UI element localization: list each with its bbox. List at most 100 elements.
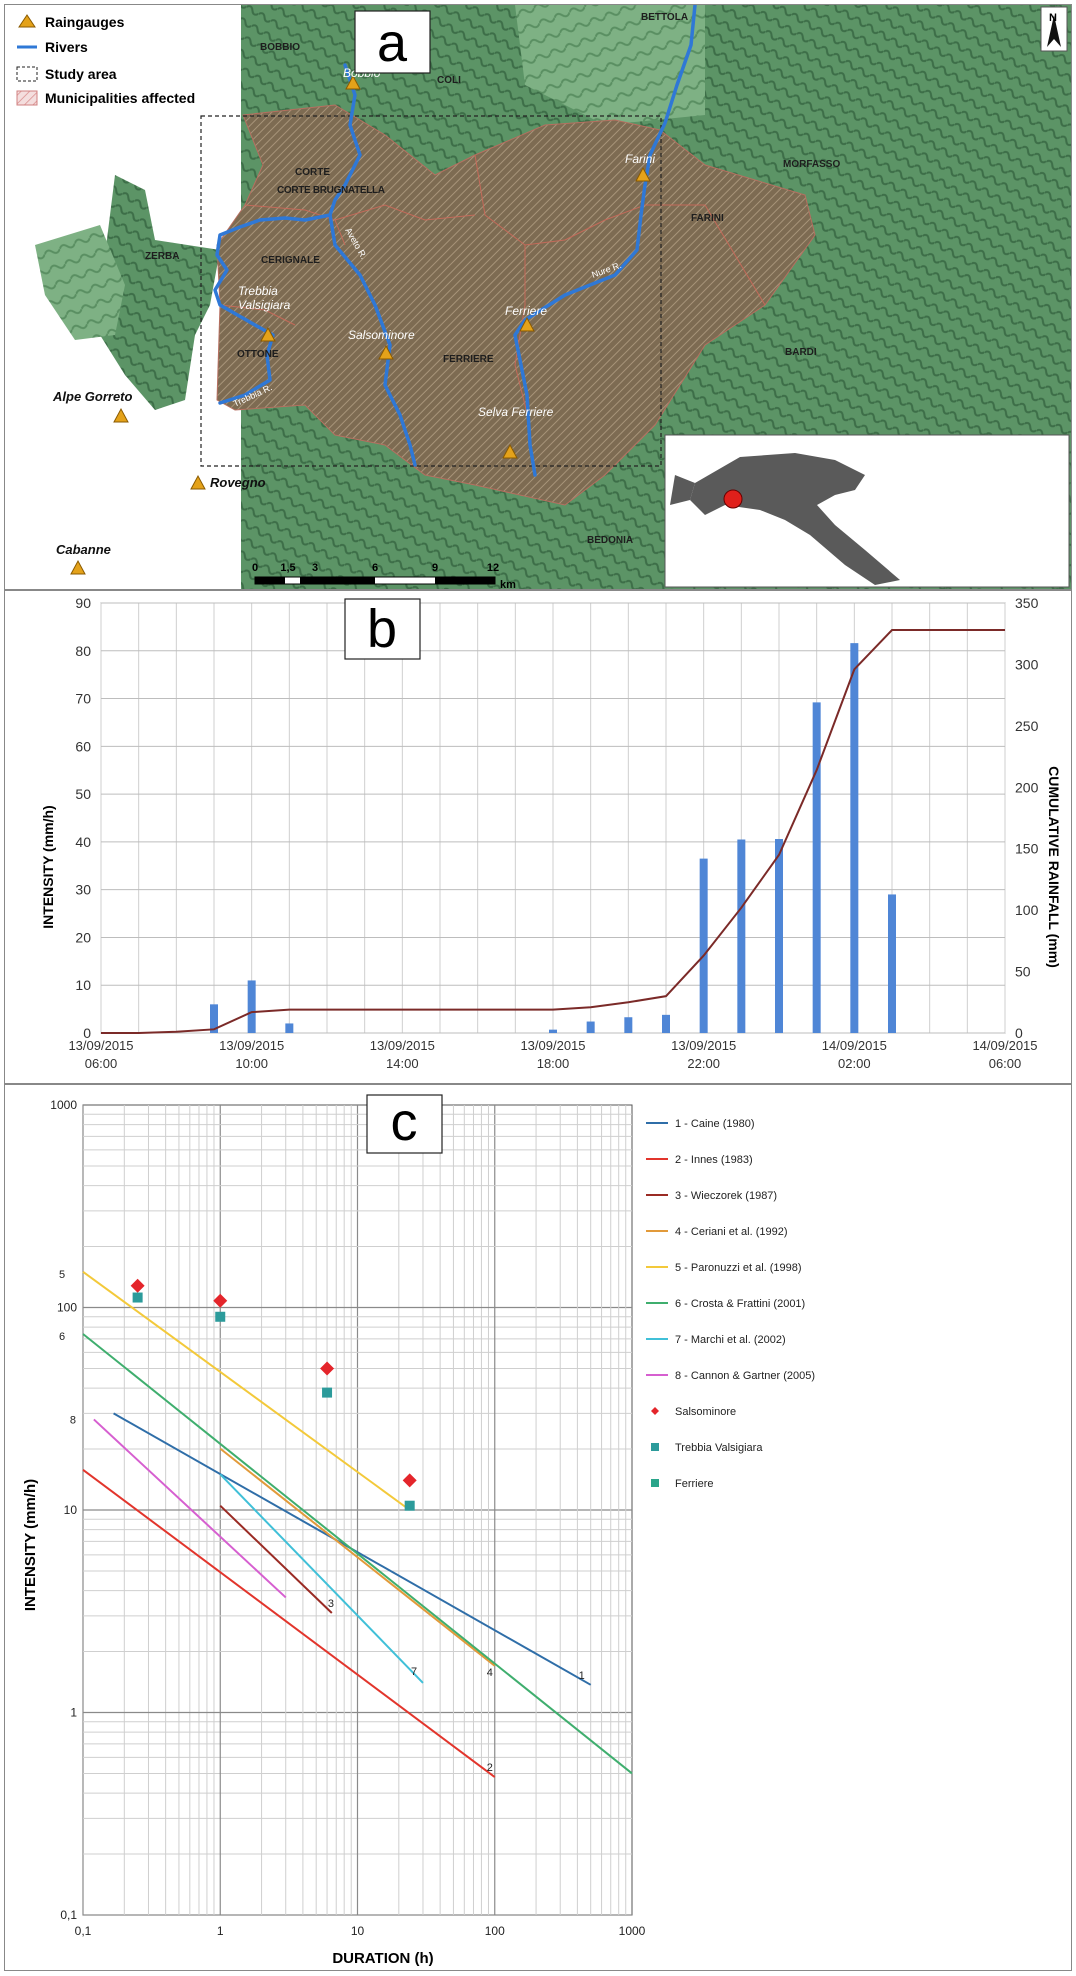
chart-c-points <box>130 1278 417 1511</box>
chart-b-ytick-left: 30 <box>75 882 91 898</box>
threshold-line <box>93 1418 287 1599</box>
threshold-line <box>82 1271 411 1511</box>
legend-entry: 1 - Caine (1980) <box>675 1118 755 1130</box>
panel-letter-a: a <box>377 13 408 73</box>
raingauge-label: Valsigiara <box>238 298 291 312</box>
chart-c-ytick: 0,1 <box>60 1908 77 1922</box>
chart-b-xtick-date: 13/09/2015 <box>219 1038 284 1053</box>
chart-b-xtick-time: 06:00 <box>85 1056 118 1071</box>
map-panel: Aveto R. Nure R. Trebbia R. BOBBIO COLI … <box>4 4 1072 590</box>
chart-b-xtick-time: 10:00 <box>235 1056 268 1071</box>
chart-b-ytick-right: 0 <box>1015 1025 1023 1041</box>
chart-c-xtick: 1 <box>217 1924 224 1938</box>
trebbia-valsigiara-point <box>404 1500 415 1511</box>
municipality-coli: COLI <box>437 75 461 86</box>
scale-tick-1: 1,5 <box>280 562 295 574</box>
legend-entry: Trebbia Valsigiara <box>675 1442 763 1454</box>
chart-c-lines: 1 2 3 4 5 6 7 8 <box>59 1269 633 1778</box>
panel-letter-box-b <box>344 598 421 660</box>
chart-b-ytick-right: 200 <box>1015 779 1039 795</box>
chart-c-ylabel: INTENSITY (mm/h) <box>22 1479 39 1611</box>
trebbia-valsigiara-point <box>132 1292 143 1303</box>
legend-study-area: Study area <box>45 66 117 82</box>
panel-letter-b: b <box>367 599 397 659</box>
municipality-corte-brugnatella: CORTE BRUGNATELLA <box>277 185 385 196</box>
chart-b-ytick-left: 90 <box>75 595 91 611</box>
rivers <box>213 5 697 477</box>
chart-b-ytick-left: 50 <box>75 786 91 802</box>
chart-b-xtick-date: 13/09/2015 <box>370 1038 435 1053</box>
panel-letter-box-c <box>366 1094 443 1154</box>
raingauge-label: Alpe Gorreto <box>52 389 133 404</box>
legend-entry: 5 - Paronuzzi et al. (1998) <box>675 1262 802 1274</box>
intensity-bar <box>699 858 708 1033</box>
relief-light-area <box>515 5 705 125</box>
chart-b-ytick-right: 100 <box>1015 902 1039 918</box>
chart-b-xtick-date: 13/09/2015 <box>520 1038 585 1053</box>
raingauge-label: Ferriere <box>505 304 547 318</box>
salsominore-point <box>402 1473 417 1488</box>
scale-unit: km <box>500 579 516 589</box>
chart-b-xtick-time: 22:00 <box>687 1056 720 1071</box>
threshold-line-label: 3 <box>328 1598 334 1610</box>
municipality-bardi: BARDI <box>785 347 817 358</box>
chart-b-bars <box>210 643 896 1033</box>
north-arrow-icon <box>1047 15 1061 47</box>
legend-raingauge-icon <box>18 14 36 28</box>
intensity-bar <box>285 1023 294 1033</box>
chart-b-xtick-time: 14:00 <box>386 1056 419 1071</box>
chart-b-xtick-time: 18:00 <box>537 1056 570 1071</box>
raingauge-icon <box>345 74 361 90</box>
chart-b-ytick-right: 250 <box>1015 718 1039 734</box>
raingauge-icon <box>635 166 651 182</box>
chart-b-xtick-date: 13/09/2015 <box>671 1038 736 1053</box>
threshold-line-label: 1 <box>579 1670 585 1682</box>
chart-b-xtick-time: 02:00 <box>838 1056 871 1071</box>
raingauge-label: Rovegno <box>210 475 266 490</box>
raingauge-label: Salsominore <box>348 328 415 342</box>
legend-municipalities: Municipalities affected <box>45 90 195 106</box>
intensity-bar <box>812 702 821 1033</box>
salsominore-point <box>320 1361 335 1376</box>
study-location-dot <box>723 489 743 509</box>
municipality-zerba: ZERBA <box>145 251 179 262</box>
threshold-line-label: 6 <box>59 1331 65 1343</box>
raingauge-icon <box>519 316 535 332</box>
legend-entry: 7 - Marchi et al. (2002) <box>675 1334 786 1346</box>
legend-entry: 8 - Cannon & Gartner (2005) <box>675 1370 815 1382</box>
italy-shape <box>690 453 900 585</box>
chart-c-legend: 1 - Caine (1980) 2 - Innes (1983) 3 - Wiec… <box>646 1118 815 1490</box>
chart-b-ytick-left: 70 <box>75 691 91 707</box>
chart-b-ytick-left: 40 <box>75 834 91 850</box>
threshold-line <box>219 1473 424 1684</box>
intensity-bar <box>549 1029 557 1033</box>
scale-bar: 0 1,5 3 6 9 12 km <box>252 562 516 589</box>
scale-tick-5: 12 <box>487 562 499 574</box>
raingauge-icon <box>113 407 129 423</box>
west-relief-light <box>35 225 125 340</box>
municipality-corte: CORTE <box>295 167 330 178</box>
legend-entry: Salsominore <box>675 1406 736 1418</box>
chart-b-ytick-left: 80 <box>75 643 91 659</box>
chart-c-ytick: 100 <box>57 1301 77 1315</box>
inset-map <box>664 434 1070 588</box>
intensity-bar <box>888 894 896 1033</box>
municipality-cerignale: CERIGNALE <box>261 255 320 266</box>
scale-tick-2: 3 <box>312 562 318 574</box>
municipality-boundaries <box>219 154 766 426</box>
panel-letter-box-a <box>354 10 431 74</box>
municipality-bedonia: BEDONIA <box>587 535 633 546</box>
scale-tick-4: 9 <box>432 562 438 574</box>
intensity-bar <box>775 839 783 1033</box>
legend-municipality-icon <box>16 90 38 106</box>
chart-c-xtick: 0,1 <box>75 1924 92 1938</box>
chart-b-xtick-date: 13/09/2015 <box>68 1038 133 1053</box>
chart-b-axes: 0 10 20 30 40 50 60 70 80 90 0 50 100 150 200 250 300 350… <box>68 595 1038 1071</box>
chart-c-xtick: 100 <box>485 1924 505 1938</box>
legend-diamond-icon <box>651 1407 659 1415</box>
threshold-chart: 1 2 3 4 5 6 7 8 0,1 1 10 100 1000 0,1 1 10 100 1000 1 - … <box>22 1092 815 1967</box>
scale-tick-0: 0 <box>252 562 258 574</box>
municipality-morfasso: MORFASSO <box>783 159 840 170</box>
trebbia-valsigiara-point <box>322 1387 333 1398</box>
chart-c-xtick: 1000 <box>619 1924 646 1938</box>
